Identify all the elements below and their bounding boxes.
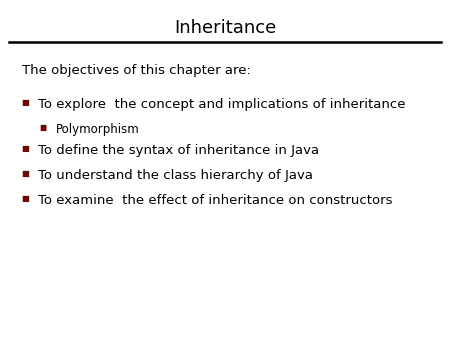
- Text: Inheritance: Inheritance: [174, 19, 276, 36]
- Text: To define the syntax of inheritance in Java: To define the syntax of inheritance in J…: [38, 144, 320, 157]
- Text: Polymorphism: Polymorphism: [56, 123, 140, 136]
- Text: The objectives of this chapter are:: The objectives of this chapter are:: [22, 64, 252, 77]
- Text: ■: ■: [22, 98, 30, 107]
- Text: To understand the class hierarchy of Java: To understand the class hierarchy of Jav…: [38, 169, 313, 182]
- Text: ■: ■: [22, 169, 30, 178]
- Text: To examine  the effect of inheritance on constructors: To examine the effect of inheritance on …: [38, 194, 393, 208]
- Text: ■: ■: [40, 123, 47, 132]
- Text: ■: ■: [22, 144, 30, 153]
- Text: ■: ■: [22, 194, 30, 204]
- Text: To explore  the concept and implications of inheritance: To explore the concept and implications …: [38, 98, 406, 111]
